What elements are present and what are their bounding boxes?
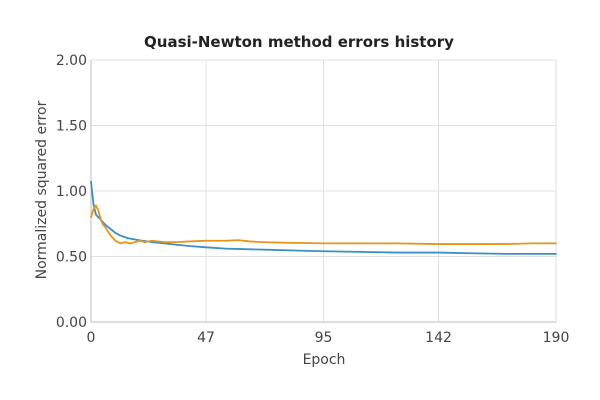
x-tick-label: 142 <box>425 330 452 346</box>
tick-labels: 0.00 0.50 1.00 1.50 2.00 0 47 95 142 190 <box>56 53 570 346</box>
series-line-2 <box>90 204 557 245</box>
x-tick-label: 95 <box>315 330 333 346</box>
chart-title: Quasi-Newton method errors history <box>144 33 454 51</box>
y-tick-label: 1.00 <box>56 184 87 200</box>
y-tick-label: 2.00 <box>56 53 87 69</box>
y-tick-label: 0.00 <box>56 315 87 331</box>
x-tick-label: 47 <box>197 330 215 346</box>
x-axis-label: Epoch <box>303 352 346 368</box>
x-tick-label: 190 <box>543 330 570 346</box>
y-axis-label: Normalized squared error <box>34 100 50 279</box>
grid <box>91 59 557 322</box>
y-tick-label: 0.50 <box>56 250 87 266</box>
y-tick-label: 1.50 <box>56 119 87 135</box>
series-line-1 <box>90 180 557 255</box>
axes <box>90 60 556 323</box>
x-tick-label: 0 <box>87 330 96 346</box>
series-lines <box>90 180 557 255</box>
